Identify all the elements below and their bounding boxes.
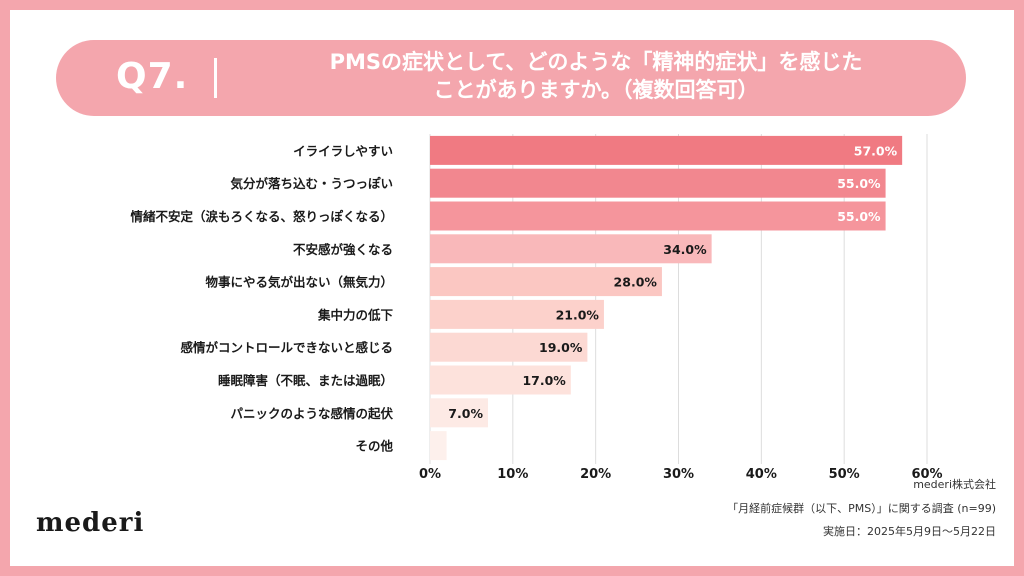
category-label: 情緒不安定（涙もろくなる、怒りっぽくなる）: [130, 209, 393, 224]
category-label: 物事にやる気が出ない（無気力）: [205, 275, 393, 290]
category-label: 集中力の低下: [317, 307, 394, 322]
question-line-2: ことがありますか。（複数回答可）: [433, 78, 759, 102]
x-tick-label: 0%: [419, 467, 441, 482]
value-label: 7.0%: [448, 406, 483, 421]
value-label: 55.0%: [837, 209, 881, 224]
category-label: パニックのような感情の起伏: [230, 406, 393, 421]
x-tick-label: 30%: [663, 467, 694, 482]
bar: [430, 201, 886, 231]
category-label: 睡眠障害（不眠、または過眠）: [218, 373, 393, 388]
survey-title: 「月経前症候群（以下、PMS）」に関する調査 (n=99): [727, 502, 996, 515]
bar: [430, 168, 886, 198]
x-tick-label: 20%: [580, 467, 611, 482]
question-text: PMSの症状として、どのような「精神的症状」を感じた ことがありますか。（複数回…: [256, 48, 936, 104]
category-label: 不安感が強くなる: [293, 242, 393, 257]
x-tick-label: 60%: [911, 467, 942, 482]
value-label: 19.0%: [539, 340, 583, 355]
x-tick-label: 40%: [746, 467, 777, 482]
bar: [430, 398, 488, 428]
category-label: 気分が落ち込む・うつっぽい: [230, 176, 393, 191]
brand-logo: mederi: [36, 508, 145, 538]
category-label: イライラしやすい: [293, 143, 393, 158]
x-tick-label: 10%: [497, 467, 528, 482]
value-label: 55.0%: [837, 176, 881, 191]
bar: [430, 135, 903, 165]
value-label: 34.0%: [663, 242, 707, 257]
company-name: mederi株式会社: [913, 478, 996, 491]
bar: [430, 299, 604, 329]
question-separator: [214, 58, 217, 98]
value-label: 57.0%: [854, 143, 898, 158]
bar: [430, 332, 588, 362]
bar: [430, 234, 712, 264]
question-banner: Q7. PMSの症状として、どのような「精神的症状」を感じた ことがありますか。…: [56, 40, 966, 116]
category-label: その他: [355, 439, 393, 454]
question-number: Q7.: [116, 56, 189, 97]
question-line-1: PMSの症状として、どのような「精神的症状」を感じた: [329, 50, 863, 74]
value-label: 21.0%: [556, 307, 600, 322]
bar: [430, 365, 571, 395]
value-label: 17.0%: [522, 373, 566, 388]
bar: [430, 267, 662, 297]
category-label: 感情がコントロールできないと感じる: [180, 340, 393, 355]
x-tick-label: 50%: [829, 467, 860, 482]
value-label: 28.0%: [614, 275, 658, 290]
bar: [430, 431, 447, 461]
survey-date: 実施日：2025年5月9日〜5月22日: [823, 525, 996, 538]
